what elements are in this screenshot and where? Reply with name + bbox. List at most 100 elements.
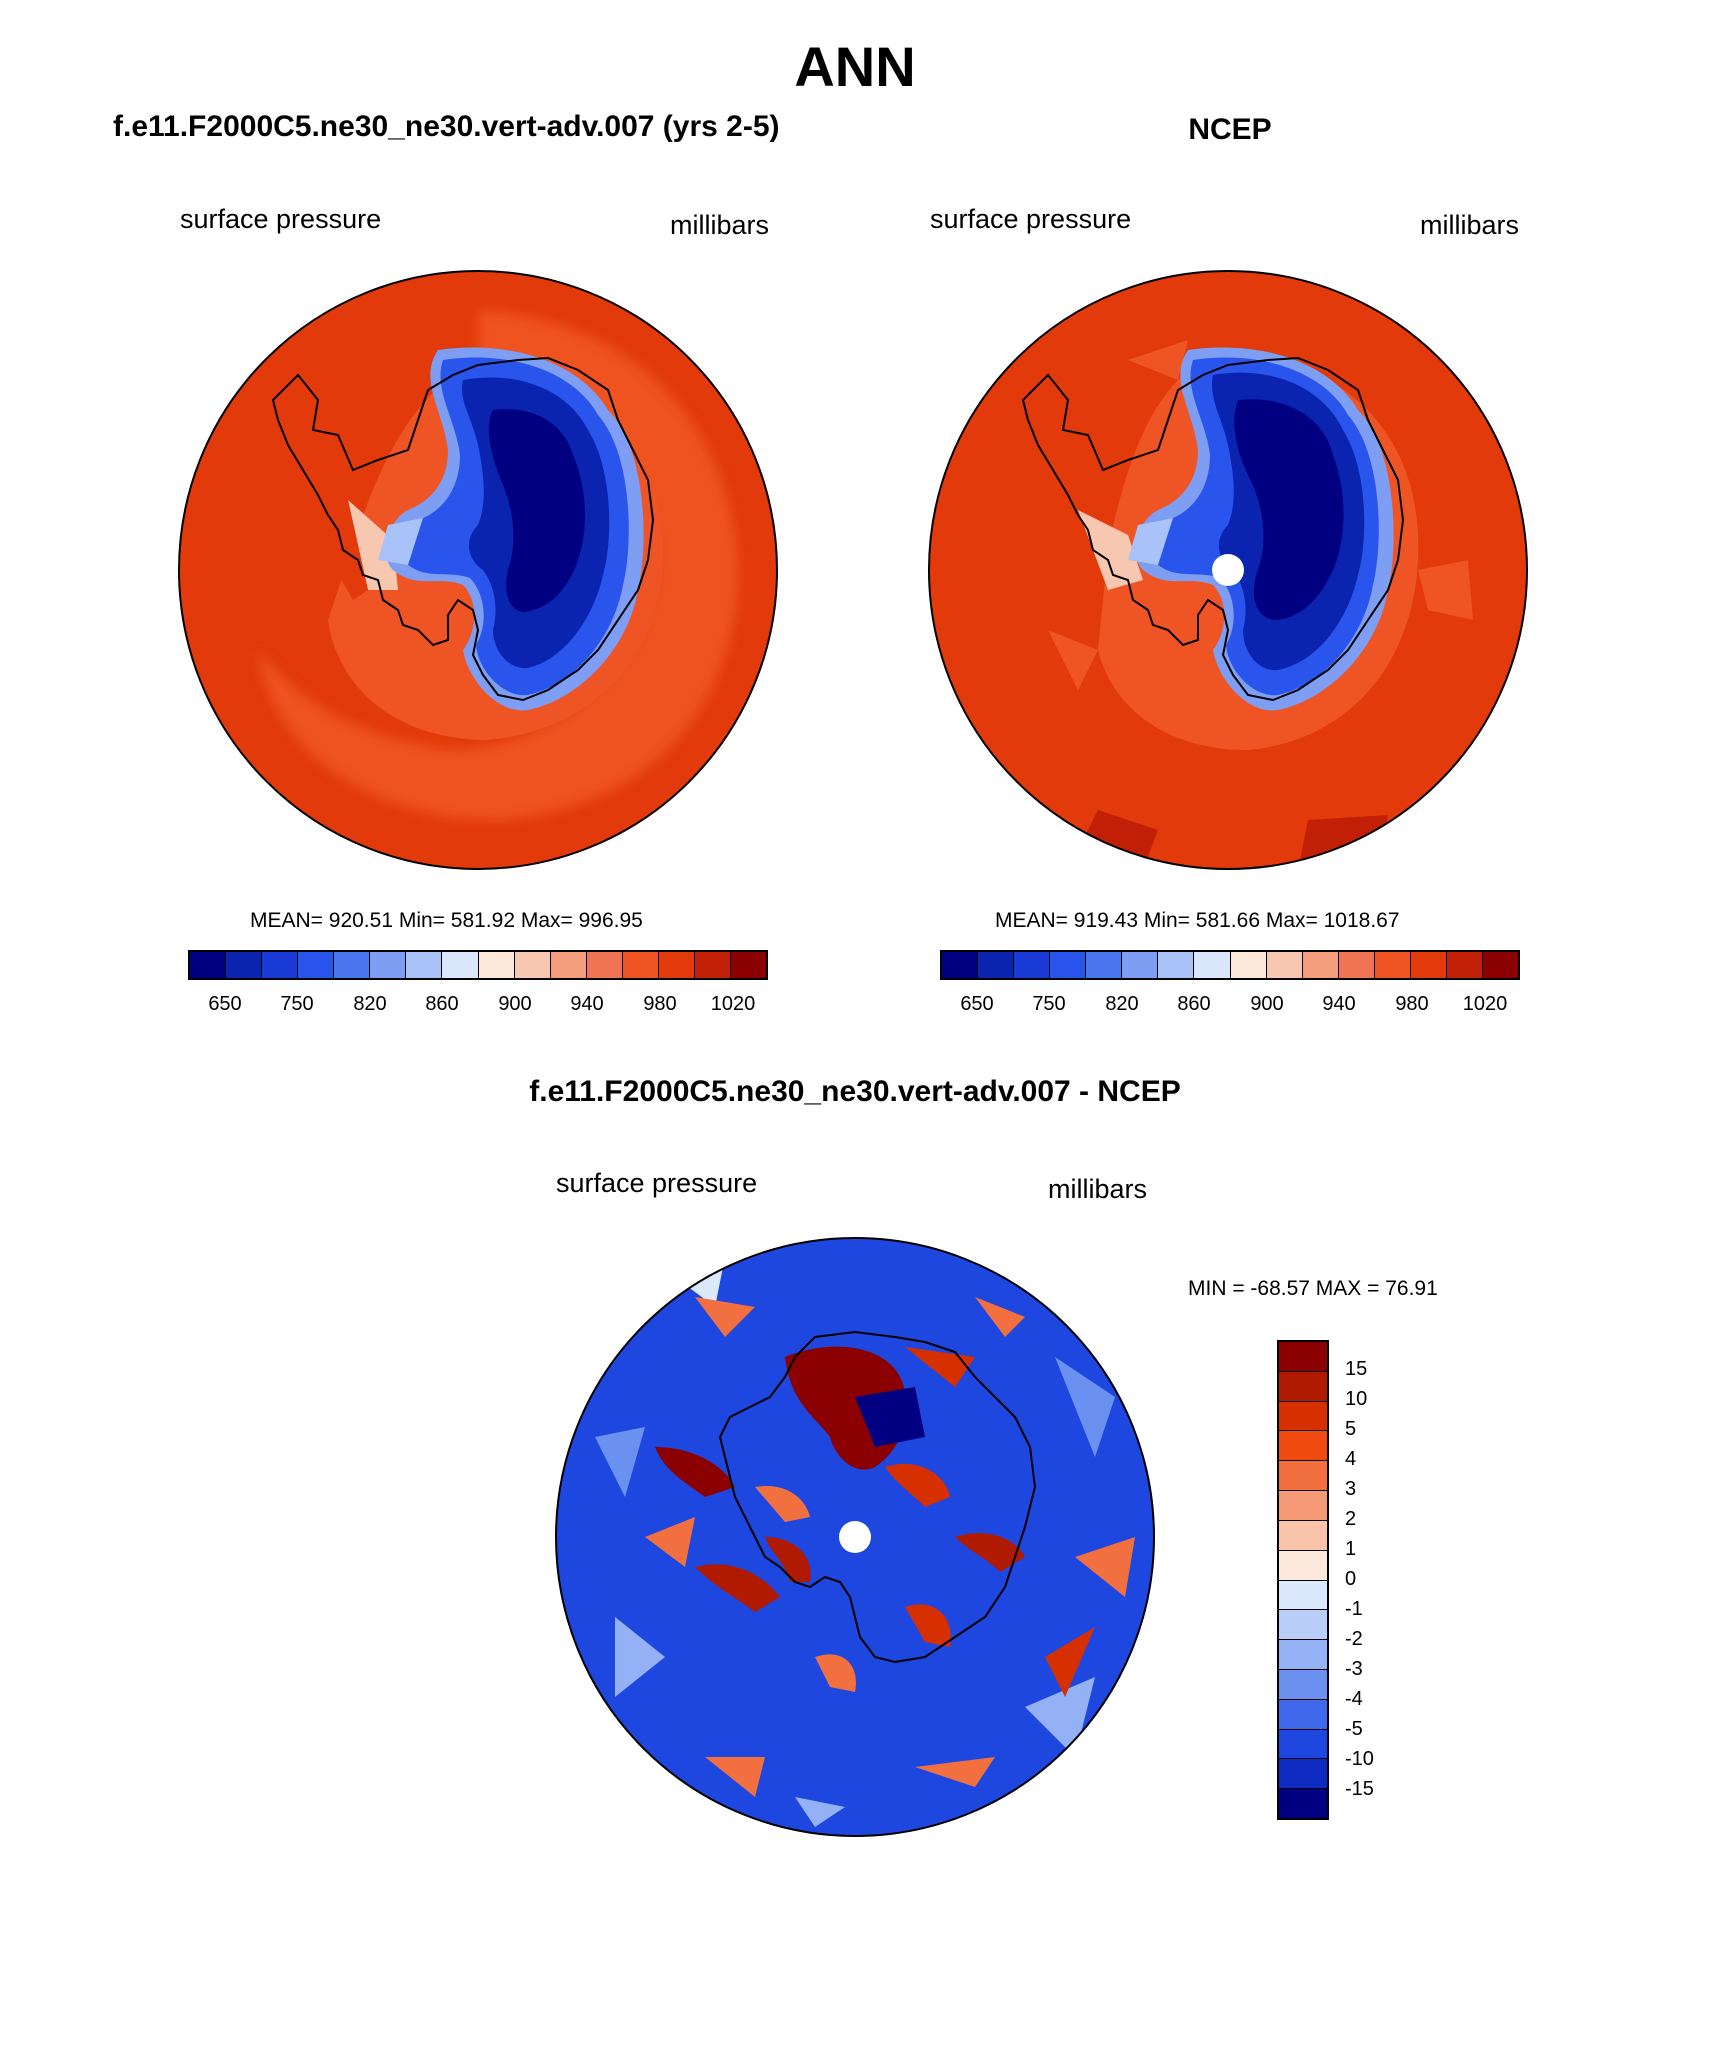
panel3-tick: -15	[1345, 1778, 1374, 1800]
colorbar-box	[370, 952, 407, 978]
panel2-tick: 940	[1322, 993, 1356, 1015]
panel1-tick: 750	[280, 993, 314, 1015]
colorbar-box	[1194, 952, 1231, 978]
panel2-tick: 860	[1177, 993, 1211, 1015]
colorbar-box	[334, 952, 371, 978]
colorbar-box	[1014, 952, 1051, 978]
panel3-units-label: millibars	[1048, 1174, 1148, 1204]
colorbar-box	[1279, 1550, 1327, 1581]
colorbar-box	[514, 952, 551, 978]
panel3-tick: 0	[1345, 1568, 1357, 1590]
colorbar-box	[298, 952, 335, 978]
panel1-tick: 860	[425, 993, 459, 1015]
colorbar-box	[190, 952, 227, 978]
panel3-tick: 1	[1345, 1538, 1357, 1560]
panel3-tick: 10	[1345, 1388, 1368, 1410]
colorbar-box	[1446, 952, 1483, 978]
panel2-contours	[929, 271, 1527, 869]
colorbar-box	[1410, 952, 1447, 978]
colorbar-box	[1374, 952, 1411, 978]
colorbar-box	[1302, 952, 1339, 978]
panel2-tick: 820	[1105, 993, 1139, 1015]
panel3-coastline	[718, 1330, 1037, 1664]
panel1-variable-label: surface pressure	[180, 204, 382, 234]
panel3-variable-label: surface pressure	[556, 1168, 758, 1198]
colorbar-box	[1279, 1342, 1327, 1372]
panel1-title: f.e11.F2000C5.ne30_ne30.vert-adv.007 (yr…	[113, 110, 780, 143]
colorbar-box	[1279, 1401, 1327, 1432]
panel1-stats: MEAN= 920.51 Min= 581.92 Max= 996.95	[250, 909, 643, 932]
colorbar-box	[1279, 1371, 1327, 1402]
panel3-tick: 4	[1345, 1448, 1357, 1470]
colorbar-box	[1279, 1461, 1327, 1492]
panel1-coastline	[271, 356, 655, 702]
colorbar-box	[1279, 1610, 1327, 1641]
panel3-colorbar	[1277, 1340, 1329, 1820]
colorbar-box	[1086, 952, 1123, 978]
colorbar-box	[1279, 1669, 1327, 1700]
panel2-colorbar	[940, 950, 1520, 980]
panel1-map	[178, 270, 778, 870]
panel3-tick: -10	[1345, 1748, 1374, 1770]
panel3-stats: MIN = -68.57 MAX = 76.91	[1188, 1277, 1438, 1300]
colorbar-box	[1279, 1699, 1327, 1730]
panel3-tick: -4	[1345, 1688, 1363, 1710]
panel3-tick: -5	[1345, 1718, 1363, 1740]
panel1-tick: 820	[353, 993, 387, 1015]
colorbar-box	[1050, 952, 1087, 978]
colorbar-box	[442, 952, 479, 978]
panel1-units-label: millibars	[670, 210, 770, 240]
panel3-tick: 2	[1345, 1508, 1357, 1530]
colorbar-box	[1482, 952, 1518, 978]
colorbar-box	[1279, 1789, 1327, 1818]
panel2-map	[928, 270, 1528, 870]
panel3-title: f.e11.F2000C5.ne30_ne30.vert-adv.007 - N…	[529, 1075, 1181, 1108]
colorbar-box	[406, 952, 443, 978]
colorbar-box	[1230, 952, 1267, 978]
panel3-tick: -3	[1345, 1658, 1363, 1680]
panel2-tick: 900	[1250, 993, 1284, 1015]
colorbar-box	[730, 952, 766, 978]
panel3-tick: -1	[1345, 1598, 1363, 1620]
panel3-tick: -2	[1345, 1628, 1363, 1650]
panel2-tick: 750	[1032, 993, 1066, 1015]
colorbar-box	[1122, 952, 1159, 978]
colorbar-box	[1279, 1520, 1327, 1551]
colorbar-box	[658, 952, 695, 978]
colorbar-box	[1279, 1580, 1327, 1611]
panel2-variable-label: surface pressure	[930, 204, 1132, 234]
panel1-colorbar	[188, 950, 768, 980]
panel1-contours	[179, 271, 777, 869]
panel2-units-label: millibars	[1420, 210, 1520, 240]
colorbar-box	[1279, 1431, 1327, 1462]
panel2-coastline	[1021, 356, 1405, 702]
panel2-title: NCEP	[1188, 113, 1272, 146]
panel1-tick: 940	[570, 993, 604, 1015]
panel2-stats: MEAN= 919.43 Min= 581.66 Max= 1018.67	[995, 909, 1400, 932]
colorbar-box	[1279, 1729, 1327, 1760]
colorbar-box	[942, 952, 979, 978]
panel3-tick: 5	[1345, 1418, 1357, 1440]
panel3-tick: 3	[1345, 1478, 1357, 1500]
colorbar-box	[1266, 952, 1303, 978]
panel3-tick: 15	[1345, 1358, 1368, 1380]
main-title: ANN	[794, 35, 916, 98]
panel1-tick: 1020	[710, 993, 756, 1015]
panel1-tick: 900	[498, 993, 532, 1015]
colorbar-box	[694, 952, 731, 978]
colorbar-box	[1158, 952, 1195, 978]
panel1-tick: 650	[208, 993, 242, 1015]
colorbar-box	[262, 952, 299, 978]
colorbar-box	[1279, 1759, 1327, 1790]
colorbar-box	[478, 952, 515, 978]
panel3-contours	[556, 1238, 1154, 1836]
panel2-tick: 650	[960, 993, 994, 1015]
colorbar-box	[550, 952, 587, 978]
colorbar-box	[586, 952, 623, 978]
colorbar-box	[226, 952, 263, 978]
colorbar-box	[1338, 952, 1375, 978]
panel1-tick: 980	[643, 993, 677, 1015]
colorbar-box	[1279, 1491, 1327, 1521]
panel2-tick: 980	[1395, 993, 1429, 1015]
colorbar-box	[622, 952, 659, 978]
